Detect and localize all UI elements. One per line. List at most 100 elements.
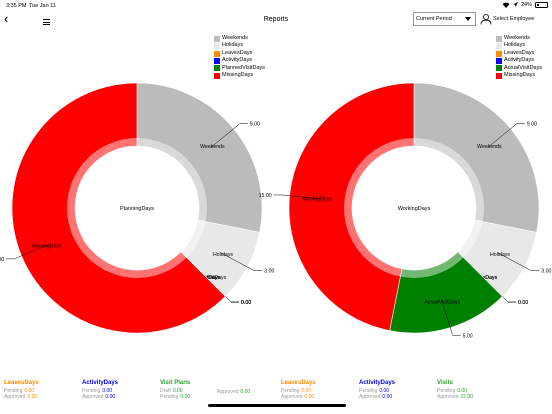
footer-group-leaves-days: LeavesDays Pending 0.00 Approved 0.00 — [4, 380, 39, 400]
footer-row-approved: Approved 0.00 — [82, 394, 118, 400]
slice-value-leaves-days: 0.00 — [241, 300, 251, 306]
footer-row-label: Pending — [160, 394, 179, 400]
legend-item-missing-days: MissingDays — [214, 72, 265, 79]
legend-label: MissingDays — [504, 72, 536, 79]
footer-group-title: Visit Plans — [160, 380, 191, 386]
footer-summary: LeavesDays Pending 0.00 Approved 0.00 Activit… — [0, 380, 552, 414]
legend-swatch — [496, 50, 502, 57]
legend-item-holidays: Holidays — [214, 42, 265, 50]
legend-item-weekends: Weekends — [496, 35, 542, 42]
footer-group-title: ActivityDays — [82, 380, 119, 386]
menu-icon[interactable] — [43, 19, 50, 25]
user-icon — [480, 14, 492, 25]
footer-group-visit-plans: Visit Plans Draft 0.00 Pending 0.00 — [160, 380, 190, 400]
leader-line — [273, 194, 320, 199]
footer-group-title: ActivityDays — [359, 380, 396, 386]
leader-line — [210, 123, 248, 148]
legend-label: LeavesDays — [504, 49, 535, 56]
donut-center-label: PlanningDays — [120, 206, 154, 212]
footer-row-value: 0.00 — [457, 388, 468, 394]
footer-row-pending: Pending 0.00 — [160, 394, 190, 400]
donut-hole — [75, 146, 199, 270]
legend-label: Weekends — [222, 35, 248, 41]
footer-row-pending: Pending 0.00 — [437, 388, 473, 394]
legend-swatch — [214, 57, 220, 64]
status-time: 3:35 PM — [6, 3, 27, 9]
slice-name-weekends: Weekends — [200, 144, 225, 150]
slice-value-planned-visit-days: 0.00 — [241, 300, 251, 306]
footer-row-label: Approved — [359, 394, 381, 400]
navigation-bar: ‹ Reports Current Period Select Employee — [0, 10, 552, 30]
footer-group-title: LeavesDays — [281, 380, 316, 386]
footer-row-pending: Pending 0.00 — [359, 388, 395, 394]
legend-swatch — [214, 50, 220, 57]
donut-chart-planning-days: Weekends9.00Holidays3.00LeavesDays0.00Ac… — [0, 82, 275, 334]
slice-value-weekends: 9.00 — [527, 122, 537, 128]
legend-swatch — [214, 35, 220, 42]
slice-value-missing-days: 15.00 — [259, 193, 272, 199]
slice-value-actual-visit-days: 5.00 — [463, 333, 473, 339]
footer-row-label: Approved — [4, 394, 26, 400]
footer-row-value: 0.00 — [172, 388, 183, 394]
footer-group-visits: Visits Pending 0.00 Approved 22.00 — [437, 380, 473, 400]
footer-row-approved: Approved 0.00 — [359, 394, 395, 400]
legend-swatch — [214, 43, 220, 50]
footer-row-label: Approved — [281, 394, 303, 400]
footer-row-pending: Pending 0.00 — [82, 388, 118, 394]
leader-line — [487, 123, 525, 148]
status-right: 24% — [502, 2, 548, 8]
legend-swatch — [496, 65, 502, 72]
legend-label: ActivityDays — [504, 57, 534, 64]
footer-row-value: 0.00 — [304, 394, 315, 400]
footer-row-value: 0.00 — [180, 394, 191, 400]
legend-swatch — [496, 43, 502, 50]
footer-row-value: 0.00 — [24, 388, 35, 394]
select-employee-button[interactable]: Select Employee — [480, 12, 534, 26]
legend-label: ActivityDays — [222, 57, 252, 64]
legend-item-planned-visit-days: PlannedVisitDays — [214, 65, 265, 72]
footer-row-pending: Pending 0.00 — [4, 388, 39, 394]
legend-label: MissingDays — [222, 72, 254, 79]
wifi-icon — [502, 2, 510, 8]
legend-item-leaves-days: LeavesDays — [214, 50, 265, 57]
slice-value-activity-days: 0.00 — [241, 300, 251, 306]
slice-name-holidays: Holidays — [213, 252, 233, 258]
footer-row-value: 0.00 — [105, 394, 116, 400]
footer-group-leaves-days: LeavesDays Pending 0.00 Approved 0.00 — [281, 380, 316, 400]
footer-row-label: Pending — [437, 388, 456, 394]
legend-planning: Weekends Holidays LeavesDays ActivityDays Pl… — [214, 35, 265, 79]
legend-swatch — [496, 72, 502, 79]
home-indicator — [208, 404, 346, 407]
page-title: Reports — [263, 16, 289, 23]
battery-percent: 24% — [520, 2, 532, 8]
legend-swatch — [496, 57, 502, 64]
footer-group-title: Visits — [437, 380, 453, 386]
legend-item-leaves-days: LeavesDays — [496, 50, 542, 57]
footer-row-value: 0.00 — [301, 388, 312, 394]
footer-row-label: Draft — [160, 388, 171, 394]
footer-row-value: 0.00 — [382, 394, 393, 400]
legend-label: PlannedVisitDays — [222, 64, 266, 71]
leader-line — [497, 252, 540, 271]
footer-row-approved: Approved 0.00 — [281, 394, 316, 400]
caret-down-icon — [465, 17, 471, 21]
footer-row-draft: Draft 0.00 — [160, 388, 190, 394]
footer-row-label: Pending — [359, 388, 378, 394]
footer-row-value: 0.00 — [27, 394, 38, 400]
footer-row-value: 0.00 — [102, 388, 113, 394]
back-button[interactable]: ‹ — [4, 11, 9, 26]
footer-group-activity-days: ActivityDays Pending 0.00 Approved 0.00 — [359, 380, 395, 400]
location-icon — [512, 2, 518, 7]
period-select[interactable]: Current Period — [413, 12, 476, 26]
status-date: Tue Jan 11 — [29, 3, 56, 9]
legend-item-activity-days: ActivityDays — [496, 57, 542, 64]
legend-swatch — [496, 35, 502, 42]
footer-row-label: Pending — [4, 388, 23, 394]
donut-center-label: WorkingDays — [398, 206, 431, 212]
footer-row-value: 0.00 — [240, 389, 251, 395]
select-employee-label: Select Employee — [493, 16, 535, 22]
slice-value-holidays: 3.00 — [541, 269, 551, 275]
slice-name-weekends: Weekends — [477, 144, 502, 150]
legend-item-actual-visit-days: ActualVisitDays — [496, 65, 542, 72]
